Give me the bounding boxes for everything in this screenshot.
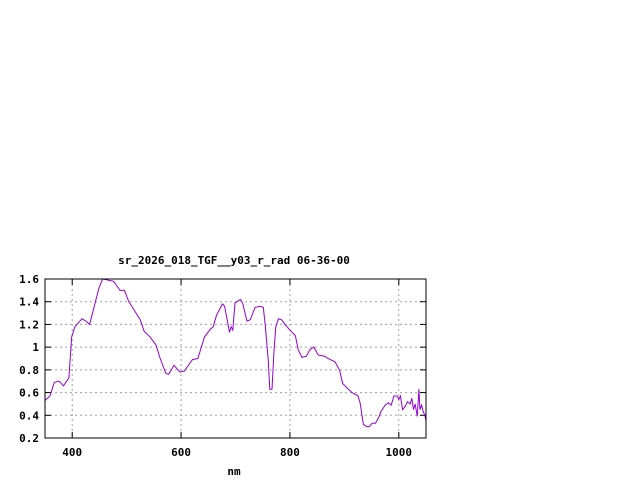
- x-tick-label: 1000: [386, 446, 413, 459]
- x-axis-label: nm: [227, 465, 241, 478]
- y-tick-label: 0.8: [19, 364, 39, 377]
- series-line: [44, 278, 427, 428]
- x-tick-label: 800: [280, 446, 300, 459]
- x-tick-label: 600: [171, 446, 191, 459]
- chart-title: sr_2026_018_TGF__y03_r_rad 06-36-00: [118, 254, 350, 267]
- y-tick-label: 0.4: [19, 409, 39, 422]
- axis-ticks: 400 600 800 1000 0.2 0.4 0.6 0.8 1 1.2 1.4 1.6: [19, 273, 426, 459]
- y-tick-label: 1: [32, 341, 39, 354]
- y-tick-label: 0.6: [19, 387, 39, 400]
- y-tick-label: 1.2: [19, 318, 39, 331]
- series-layer: [44, 278, 427, 428]
- y-tick-label: 1.4: [19, 296, 39, 309]
- y-tick-label: 1.6: [19, 273, 39, 286]
- grid: [45, 279, 426, 438]
- plot-frame: [44, 278, 427, 439]
- y-tick-label: 0.2: [19, 432, 39, 445]
- x-tick-label: 400: [62, 446, 82, 459]
